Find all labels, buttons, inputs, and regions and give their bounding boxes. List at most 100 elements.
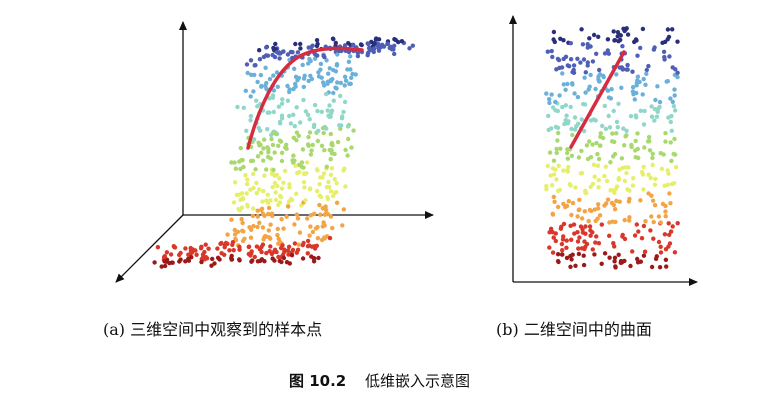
sample-point [294, 105, 299, 110]
sample-point [329, 166, 335, 171]
panel-b-sample-points [544, 26, 680, 270]
sample-point [634, 115, 639, 120]
sample-point [564, 238, 569, 243]
sample-point [325, 194, 330, 200]
sample-point [252, 63, 257, 68]
panel-b-curve [569, 50, 626, 149]
sample-point [614, 131, 619, 136]
sample-point [644, 67, 649, 73]
sample-point [266, 205, 272, 211]
sample-point [639, 169, 645, 175]
sample-point [322, 212, 328, 217]
sample-point [579, 148, 584, 154]
sample-point [265, 127, 270, 132]
sample-point [564, 255, 570, 261]
sample-point [605, 197, 611, 202]
sample-point [606, 95, 612, 100]
sample-point [603, 126, 609, 132]
sample-point [263, 65, 268, 71]
sample-point [614, 72, 619, 77]
sample-point [617, 199, 622, 204]
sample-point [308, 45, 314, 50]
sample-point [628, 263, 633, 269]
sample-point [407, 46, 412, 51]
panel-a-y-axis [115, 214, 184, 283]
sample-point [555, 138, 560, 143]
sample-point [346, 59, 352, 64]
sample-point [622, 258, 627, 264]
sample-point [249, 249, 254, 254]
sample-point [668, 140, 673, 145]
sample-point [657, 265, 663, 270]
sample-point [583, 224, 588, 229]
sample-point [338, 93, 343, 99]
sample-point [568, 57, 574, 62]
sample-point [250, 213, 256, 219]
sample-point [265, 53, 271, 58]
sample-point [293, 163, 298, 168]
sample-point [270, 95, 275, 100]
sample-point [281, 226, 286, 231]
sample-point [301, 97, 306, 103]
sample-point [652, 182, 658, 187]
sample-point [315, 236, 321, 241]
sample-point [550, 166, 556, 171]
sample-point [324, 58, 329, 63]
sample-point [656, 214, 662, 219]
sample-point [621, 126, 626, 131]
sample-point [255, 79, 260, 85]
sample-point [292, 222, 297, 227]
sample-point [339, 123, 344, 128]
sample-point [616, 252, 621, 257]
sample-point [611, 108, 616, 114]
sample-point [293, 84, 298, 89]
sample-point [278, 245, 284, 251]
sample-point [656, 239, 662, 245]
sample-point [623, 134, 628, 139]
sample-point [256, 187, 262, 192]
sample-point [335, 80, 340, 85]
figure-caption: 图 10.2 低维嵌入示意图 [0, 370, 759, 391]
sample-point [273, 190, 278, 195]
sample-point [370, 47, 375, 52]
sample-point [544, 91, 549, 96]
sample-point [244, 128, 249, 133]
sample-point [597, 67, 602, 73]
sample-point [547, 150, 553, 155]
sample-point [652, 118, 657, 123]
sample-point [668, 201, 673, 206]
sample-point [612, 151, 618, 157]
sample-point [351, 128, 356, 133]
sample-point [279, 113, 285, 118]
sample-point [307, 56, 312, 62]
sample-point [658, 151, 663, 156]
sample-point [276, 143, 281, 148]
sample-point [315, 168, 320, 173]
sample-point [253, 167, 258, 172]
sample-point [614, 198, 619, 204]
sample-point [569, 126, 574, 132]
sample-point [287, 185, 292, 190]
sample-point [241, 105, 246, 111]
sample-point [570, 81, 575, 86]
sample-point [550, 250, 556, 255]
sample-point [547, 245, 552, 250]
sample-point [324, 164, 329, 169]
sample-point [609, 87, 614, 92]
sample-point [257, 143, 262, 148]
sample-point [638, 259, 643, 264]
sample-point [549, 92, 554, 97]
sample-point [646, 134, 652, 140]
sample-point [255, 154, 261, 159]
sample-point [294, 130, 300, 135]
sample-point [274, 50, 280, 55]
sample-point [199, 259, 204, 265]
sample-point [290, 50, 295, 55]
sample-point [281, 49, 286, 54]
sample-point [551, 235, 556, 240]
sample-point [245, 177, 250, 182]
sample-point [315, 53, 320, 58]
sample-point [588, 72, 593, 78]
sample-point [670, 27, 675, 32]
